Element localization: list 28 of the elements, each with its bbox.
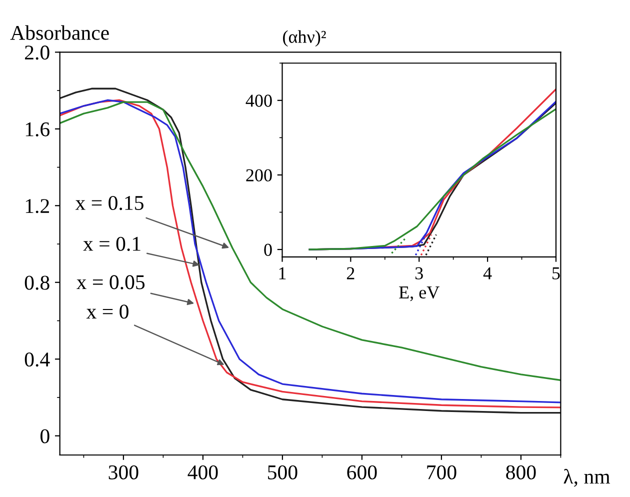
annotation: x = 0.1 bbox=[83, 236, 140, 251]
y-tick-label: 1.2 bbox=[26, 199, 49, 214]
annotation: x = 0.05 bbox=[76, 275, 145, 290]
x-tick-label: 1 bbox=[279, 267, 286, 280]
y-axis-title: (αhν)² bbox=[283, 30, 326, 47]
x-tick-label: 300 bbox=[108, 465, 138, 480]
y-tick-label: 400 bbox=[246, 94, 272, 107]
x-axis-title: E, eV bbox=[399, 286, 440, 302]
x-tick-label: 500 bbox=[268, 465, 298, 480]
x-tick-label: 800 bbox=[506, 465, 536, 480]
x-axis-title: λ, nm bbox=[564, 468, 610, 487]
x-tick-label: 600 bbox=[347, 465, 377, 480]
y-tick-label: 1.6 bbox=[26, 122, 50, 136]
x-tick-label: 4 bbox=[483, 267, 492, 280]
x-tick-label: 400 bbox=[188, 465, 218, 480]
y-tick-label: 0.4 bbox=[24, 352, 50, 367]
y-tick-label: 0 bbox=[40, 429, 50, 444]
x-tick-label: 5 bbox=[552, 267, 560, 280]
y-axis-title: Absorbance bbox=[10, 25, 109, 40]
x-tick-label: 700 bbox=[427, 465, 456, 480]
x-tick-label: 2 bbox=[346, 267, 354, 280]
x-tick-label: 3 bbox=[415, 267, 423, 280]
y-tick-label: 200 bbox=[246, 169, 272, 182]
y-tick-label: 0.8 bbox=[24, 276, 50, 290]
annotation: x = 0.15 bbox=[75, 196, 144, 210]
annotation: x = 0 bbox=[86, 304, 128, 319]
y-tick-label: 2.0 bbox=[25, 46, 50, 60]
y-tick-label: 0 bbox=[264, 244, 272, 256]
